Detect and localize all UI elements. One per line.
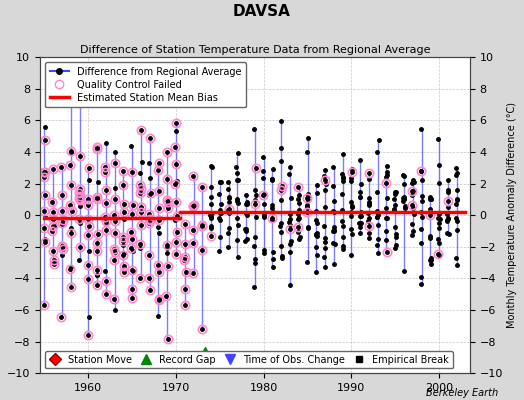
Legend: Station Move, Record Gap, Time of Obs. Change, Empirical Break: Station Move, Record Gap, Time of Obs. C… [45, 351, 453, 368]
Text: DAVSA: DAVSA [233, 4, 291, 19]
Text: Berkeley Earth: Berkeley Earth [425, 388, 498, 398]
Y-axis label: Monthly Temperature Anomaly Difference (°C): Monthly Temperature Anomaly Difference (… [507, 102, 517, 328]
Title: Difference of Station Temperature Data from Regional Average: Difference of Station Temperature Data f… [80, 45, 430, 55]
